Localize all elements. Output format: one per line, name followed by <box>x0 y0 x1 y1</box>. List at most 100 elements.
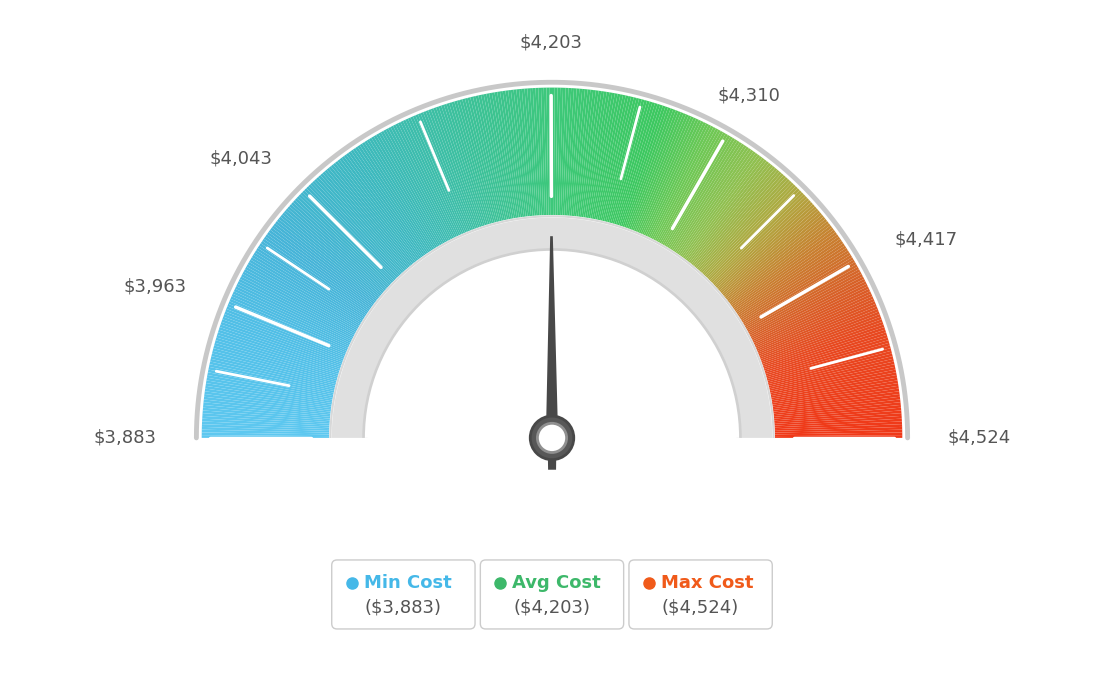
Wedge shape <box>606 98 639 222</box>
Wedge shape <box>391 126 450 240</box>
Wedge shape <box>774 397 900 413</box>
Wedge shape <box>302 190 394 282</box>
Wedge shape <box>426 110 474 230</box>
Wedge shape <box>725 217 826 299</box>
Wedge shape <box>636 113 686 232</box>
Wedge shape <box>614 101 652 224</box>
Wedge shape <box>418 113 468 232</box>
Wedge shape <box>243 272 355 333</box>
Wedge shape <box>329 166 412 266</box>
Wedge shape <box>316 177 403 273</box>
Wedge shape <box>376 134 442 245</box>
Wedge shape <box>561 88 569 215</box>
Wedge shape <box>202 427 329 433</box>
Wedge shape <box>240 277 354 337</box>
Wedge shape <box>680 151 755 257</box>
Wedge shape <box>267 232 372 308</box>
Wedge shape <box>278 217 379 299</box>
Wedge shape <box>676 146 749 253</box>
Wedge shape <box>558 88 563 215</box>
Wedge shape <box>703 181 792 275</box>
Wedge shape <box>694 168 777 267</box>
Wedge shape <box>658 130 721 243</box>
Wedge shape <box>508 90 526 217</box>
Wedge shape <box>739 246 847 317</box>
Wedge shape <box>259 244 367 315</box>
Wedge shape <box>775 435 902 438</box>
Wedge shape <box>413 115 465 233</box>
Wedge shape <box>235 286 351 343</box>
Wedge shape <box>664 135 731 246</box>
Wedge shape <box>339 158 418 261</box>
Wedge shape <box>367 139 435 248</box>
Wedge shape <box>275 221 376 302</box>
Wedge shape <box>756 296 873 349</box>
Wedge shape <box>489 92 513 219</box>
Wedge shape <box>206 380 332 403</box>
Wedge shape <box>754 288 870 344</box>
Wedge shape <box>216 335 339 374</box>
Wedge shape <box>745 264 858 329</box>
Wedge shape <box>769 364 895 393</box>
Wedge shape <box>349 151 424 257</box>
Wedge shape <box>613 101 650 224</box>
Wedge shape <box>639 115 691 233</box>
Wedge shape <box>745 262 857 328</box>
Wedge shape <box>331 217 773 438</box>
Wedge shape <box>714 198 809 286</box>
Wedge shape <box>760 311 880 359</box>
Wedge shape <box>265 234 371 310</box>
Wedge shape <box>497 92 519 218</box>
Wedge shape <box>772 380 898 403</box>
Wedge shape <box>650 124 709 239</box>
Wedge shape <box>289 204 386 290</box>
Wedge shape <box>570 88 582 216</box>
Wedge shape <box>395 124 454 239</box>
Wedge shape <box>616 102 655 225</box>
Wedge shape <box>546 88 550 215</box>
Wedge shape <box>227 304 346 354</box>
Wedge shape <box>594 94 620 219</box>
Wedge shape <box>773 386 899 406</box>
Wedge shape <box>773 388 899 408</box>
Wedge shape <box>217 330 340 371</box>
Wedge shape <box>318 175 404 272</box>
Wedge shape <box>702 179 789 274</box>
Wedge shape <box>681 153 758 257</box>
Wedge shape <box>726 219 827 300</box>
Wedge shape <box>604 97 636 221</box>
Wedge shape <box>697 172 782 270</box>
FancyBboxPatch shape <box>480 560 624 629</box>
Wedge shape <box>210 362 335 391</box>
Wedge shape <box>385 128 448 242</box>
Wedge shape <box>250 259 360 326</box>
Wedge shape <box>284 210 382 295</box>
Wedge shape <box>666 137 733 247</box>
Wedge shape <box>729 223 830 303</box>
Wedge shape <box>202 416 329 426</box>
Wedge shape <box>742 255 852 323</box>
Wedge shape <box>768 356 893 388</box>
Wedge shape <box>765 335 888 374</box>
Wedge shape <box>749 272 861 333</box>
Wedge shape <box>754 291 871 346</box>
Wedge shape <box>264 237 370 311</box>
Text: Min Cost: Min Cost <box>363 574 452 592</box>
Text: $3,883: $3,883 <box>94 429 157 447</box>
Wedge shape <box>740 250 849 320</box>
Wedge shape <box>320 173 406 270</box>
Wedge shape <box>244 269 357 332</box>
Wedge shape <box>431 108 477 229</box>
Wedge shape <box>592 93 617 219</box>
Wedge shape <box>202 422 329 429</box>
Wedge shape <box>716 202 813 289</box>
Wedge shape <box>722 210 820 295</box>
Wedge shape <box>225 309 344 357</box>
Wedge shape <box>463 99 497 222</box>
Wedge shape <box>491 92 516 218</box>
Wedge shape <box>744 259 854 326</box>
Wedge shape <box>588 92 613 218</box>
Wedge shape <box>263 239 369 313</box>
Wedge shape <box>454 101 491 224</box>
Wedge shape <box>752 282 867 339</box>
